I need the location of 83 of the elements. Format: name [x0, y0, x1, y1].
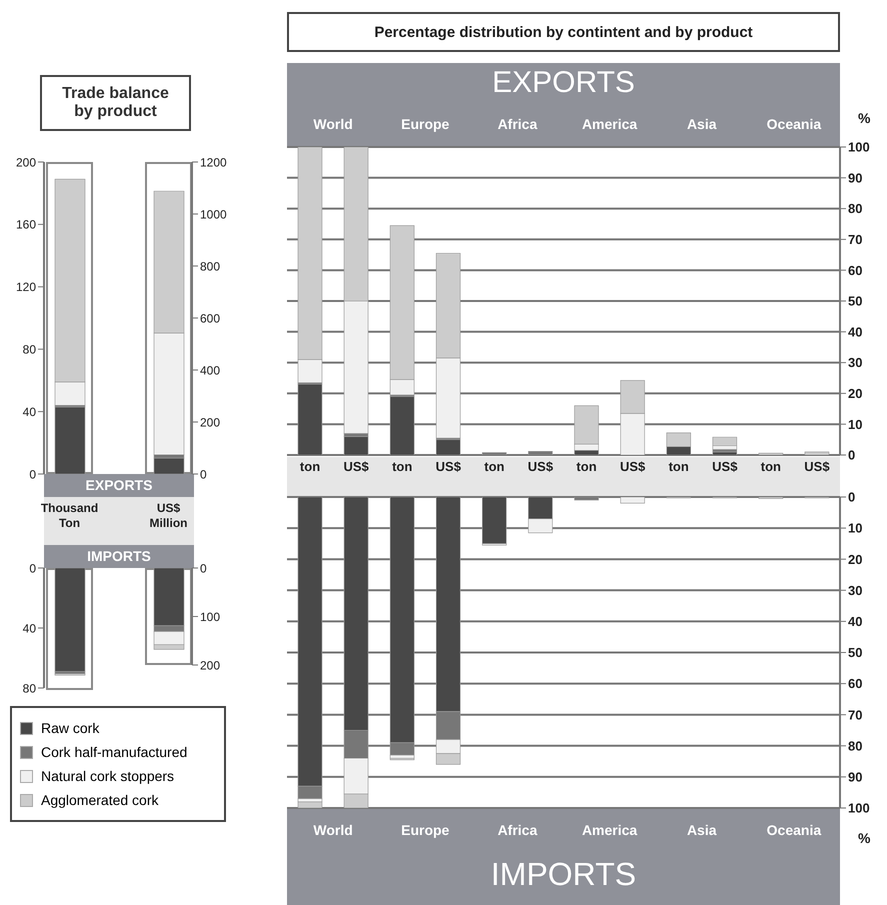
x-tick-label: ton — [576, 459, 597, 474]
y-tick-label: 30 — [848, 582, 862, 598]
y-tick-label: 800 — [200, 259, 220, 274]
chart-title: Trade balance by product — [40, 75, 191, 131]
y-tick-label: 40 — [848, 324, 862, 340]
x-tick-label: ton — [760, 459, 782, 474]
y-tick-label: 80 — [848, 201, 862, 216]
text: Europe — [400, 822, 450, 838]
y-tick-label: 160 — [16, 218, 36, 232]
y-tick-label: 60 — [848, 676, 862, 692]
x-tick-label: Thousand Ton — [40, 501, 98, 530]
text: Europe — [400, 116, 450, 132]
y-tick-label: 40 — [22, 621, 36, 636]
text: Oceania — [766, 822, 822, 838]
x-tick-label: US$ — [528, 459, 554, 474]
chart-title: Percentage distribution by contintent and by product — [287, 12, 840, 52]
y-tick-label: 50 — [848, 294, 862, 309]
y-tick-label: 200 — [200, 415, 220, 430]
y-tick-label: 1000 — [200, 207, 228, 222]
text: Asia — [686, 116, 718, 132]
text: Asia — [686, 822, 718, 838]
legend-label: Natural cork stoppers — [41, 768, 174, 784]
x-tick-label: US$ — [712, 459, 738, 474]
bar — [482, 497, 507, 544]
y-tick-label: 80 — [22, 681, 36, 696]
y-tick-label: 70 — [848, 707, 862, 722]
y-tick-label: 0 — [200, 561, 207, 576]
text: Oceania — [766, 116, 822, 132]
bar — [804, 452, 830, 455]
y-tick-label: 10 — [848, 416, 862, 432]
text: IMPORTS — [44, 545, 194, 568]
y-tick-label: 30 — [848, 355, 862, 370]
x-tick-label: US$ Million — [150, 501, 188, 530]
text: Africa — [496, 116, 538, 132]
y-tick-label: 80 — [22, 342, 36, 356]
x-tick-label: ton — [392, 459, 412, 474]
y-tick-label: 100 — [200, 610, 220, 624]
x-tick-label: ton — [300, 459, 320, 474]
y-tick-label: 0 — [848, 448, 856, 463]
text: America — [580, 116, 638, 132]
text: World — [312, 116, 354, 132]
y-tick-label: 20 — [848, 386, 862, 402]
x-tick-label: US$ — [436, 459, 462, 474]
y-tick-label: 50 — [848, 645, 862, 660]
y-axis-title: % — [858, 110, 870, 126]
text: EXPORTS — [44, 474, 194, 497]
y-tick-label: 200 — [16, 155, 36, 170]
legend-label: Raw cork — [41, 720, 100, 736]
text: World — [312, 822, 354, 838]
y-tick-label: 90 — [848, 770, 862, 785]
y-tick-label: 0 — [29, 467, 36, 482]
text: EXPORTS — [491, 66, 636, 100]
y-tick-label: 400 — [200, 363, 220, 378]
y-tick-label: 10 — [848, 520, 862, 536]
x-tick-label: ton — [484, 459, 505, 474]
y-tick-label: 100 — [848, 140, 870, 155]
y-tick-label: 60 — [848, 262, 862, 278]
legend-label: Agglomerated cork — [41, 792, 159, 808]
y-tick-label: 70 — [848, 232, 862, 248]
x-tick-label: US$ — [804, 459, 830, 474]
y-tick-label: 0 — [29, 561, 36, 576]
y-tick-label: 0 — [848, 490, 856, 505]
y-tick-label: 40 — [22, 404, 36, 419]
x-tick-label: US$ — [620, 459, 646, 474]
y-tick-label: 100 — [848, 800, 870, 816]
y-tick-label: 120 — [16, 280, 36, 294]
y-tick-label: 0 — [200, 467, 207, 482]
legend-label: Cork half-manufactured — [41, 744, 188, 760]
x-tick-label: US$ — [343, 459, 370, 474]
text: IMPORTS — [490, 856, 638, 893]
x-tick-label: ton — [668, 459, 689, 474]
y-tick-label: 90 — [848, 170, 862, 186]
text: America — [580, 822, 638, 838]
y-tick-label: 20 — [848, 552, 862, 567]
y-tick-label: 80 — [848, 738, 862, 754]
y-tick-label: 40 — [848, 614, 862, 630]
y-tick-label: 200 — [200, 658, 220, 672]
bar — [344, 436, 368, 455]
y-tick-label: 600 — [200, 311, 220, 326]
y-tick-label: 1200 — [200, 155, 228, 170]
text: Africa — [496, 822, 538, 838]
bar — [712, 436, 738, 446]
y-axis-title: % — [858, 830, 870, 846]
